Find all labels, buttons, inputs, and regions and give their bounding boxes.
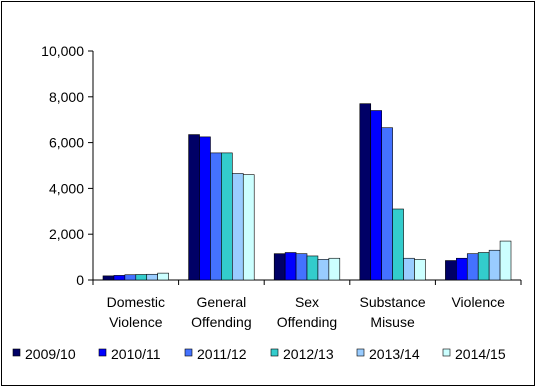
legend-swatch bbox=[98, 348, 107, 357]
bar bbox=[221, 152, 233, 281]
legend-swatch bbox=[356, 348, 365, 357]
bar bbox=[403, 257, 415, 281]
category-label: Violence bbox=[109, 314, 163, 330]
bar bbox=[210, 152, 222, 281]
y-tick-label: 0 bbox=[76, 272, 84, 288]
category-label: General bbox=[196, 294, 246, 310]
bar bbox=[284, 252, 297, 281]
bar bbox=[242, 174, 255, 281]
category-label: Domestic bbox=[107, 294, 165, 310]
legend-swatch bbox=[442, 348, 451, 357]
bar bbox=[381, 127, 393, 281]
category-label: Sex bbox=[295, 294, 319, 310]
legend-label: 2010/11 bbox=[111, 346, 161, 362]
bar bbox=[273, 253, 286, 281]
category-label: Substance bbox=[360, 294, 426, 310]
category-label: Offending bbox=[191, 314, 251, 330]
bar bbox=[295, 253, 308, 281]
legend-label: 2012/13 bbox=[283, 346, 334, 362]
bar bbox=[124, 274, 137, 281]
legend-swatch bbox=[184, 348, 193, 357]
bar bbox=[102, 275, 115, 281]
category-label: Violence bbox=[451, 294, 505, 310]
bar bbox=[157, 272, 169, 281]
bar bbox=[477, 252, 490, 281]
bar bbox=[499, 240, 512, 281]
bar bbox=[456, 257, 468, 281]
y-tick-label: 6,000 bbox=[49, 135, 84, 151]
y-tick-label: 8,000 bbox=[49, 89, 84, 105]
bar bbox=[359, 103, 372, 281]
legend-label: 2013/14 bbox=[369, 346, 420, 362]
category-label: Misuse bbox=[370, 314, 415, 330]
bar bbox=[232, 173, 244, 281]
y-tick-label: 2,000 bbox=[49, 226, 84, 242]
bar bbox=[113, 275, 126, 281]
bar bbox=[392, 208, 404, 281]
bar bbox=[146, 273, 158, 281]
legend-swatch bbox=[270, 348, 279, 357]
bar bbox=[445, 260, 457, 281]
bar bbox=[466, 253, 479, 281]
bar bbox=[370, 110, 382, 281]
y-tick-label: 10,000 bbox=[41, 43, 84, 59]
bar bbox=[199, 136, 211, 281]
bar bbox=[306, 255, 319, 281]
y-tick-label: 4,000 bbox=[49, 180, 84, 196]
bar bbox=[188, 134, 200, 281]
bar bbox=[135, 274, 148, 281]
legend-label: 2014/15 bbox=[455, 346, 506, 362]
category-label: Offending bbox=[277, 314, 337, 330]
bar bbox=[328, 257, 341, 281]
bar bbox=[317, 259, 330, 281]
legend-swatch bbox=[12, 348, 21, 357]
legend-label: 2009/10 bbox=[25, 346, 76, 362]
bar bbox=[414, 259, 426, 281]
legend-label: 2011/12 bbox=[197, 346, 247, 362]
bar bbox=[488, 249, 501, 281]
